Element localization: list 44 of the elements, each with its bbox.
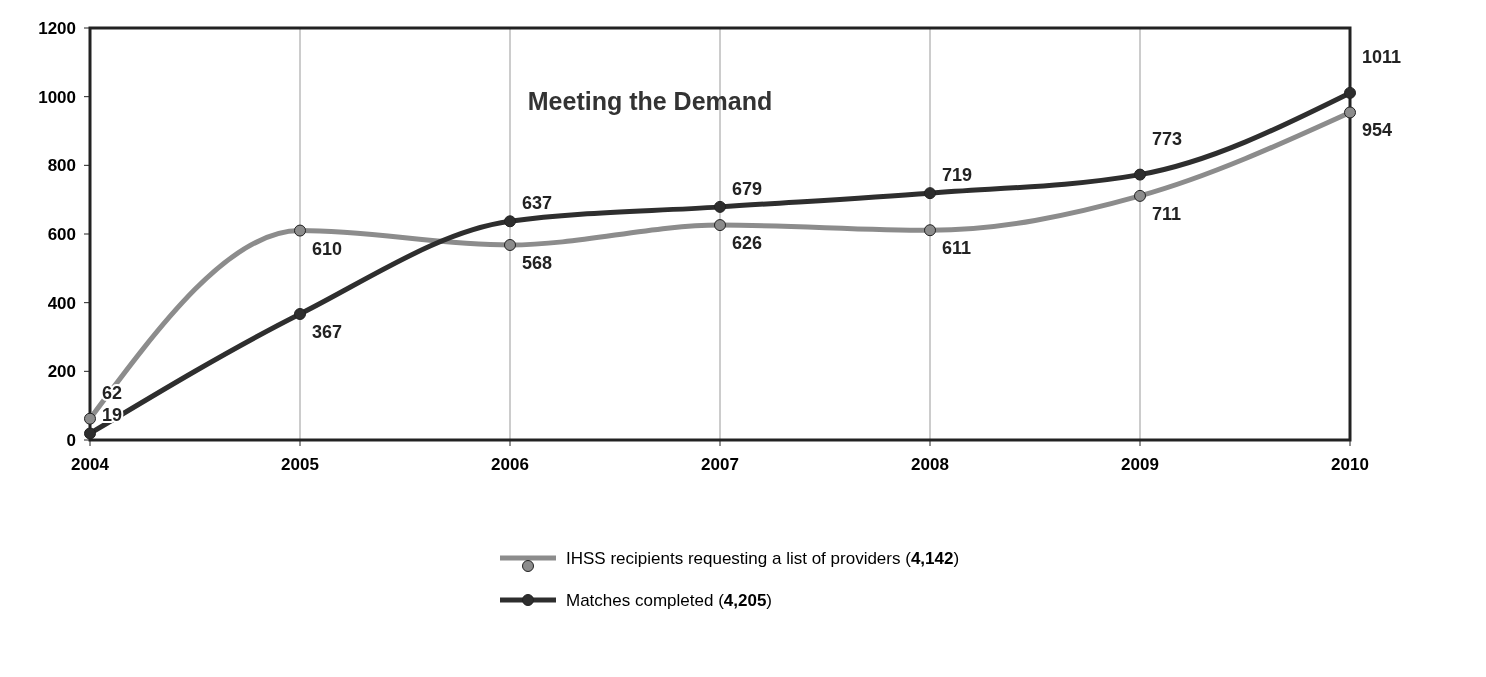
data-label: 367	[312, 322, 343, 342]
point	[294, 224, 306, 237]
data-label: 719	[942, 165, 973, 186]
point	[504, 215, 516, 228]
data-label: 568	[522, 252, 553, 273]
data-label: 610	[312, 238, 343, 259]
x-tick-label: 2009	[1121, 455, 1159, 474]
point	[1344, 86, 1356, 99]
data-label: 954	[1362, 120, 1393, 141]
data-label: 773	[1152, 128, 1183, 149]
x-tick-label: 2010	[1331, 455, 1369, 474]
point	[1134, 168, 1146, 181]
point	[294, 308, 306, 320]
y-tick-label: 0	[66, 430, 76, 450]
point	[84, 412, 96, 425]
data-label: 611	[942, 238, 972, 259]
point	[84, 427, 96, 440]
x-tick-label: 2006	[491, 455, 529, 474]
data-label: 62	[102, 383, 123, 404]
y-tick-label: 1200	[38, 18, 76, 38]
point	[714, 219, 726, 232]
data-label: 1011	[1362, 46, 1402, 67]
y-tick-label: 200	[47, 362, 76, 382]
legend-label: Matches completed (4,205)	[566, 591, 773, 610]
y-tick-label: 400	[47, 293, 76, 313]
y-tick-label: 1000	[38, 87, 76, 107]
x-tick-label: 2007	[701, 455, 739, 474]
point	[924, 187, 936, 200]
text: Meeting the Demand	[527, 87, 773, 115]
y-tick-label: 600	[47, 224, 76, 244]
point	[1344, 106, 1356, 119]
data-label: 711	[1152, 203, 1182, 224]
data-label: 637	[522, 193, 553, 214]
x-tick-label: 2004	[71, 455, 110, 474]
legend-label: IHSS recipients requesting a list of providers (4,142)	[566, 549, 960, 568]
point	[924, 224, 936, 237]
point	[504, 238, 516, 251]
x-tick-label: 2005	[281, 455, 319, 474]
data-label: 626	[732, 233, 763, 254]
x-tick-label: 2008	[911, 455, 949, 474]
y-tick-label: 800	[47, 156, 76, 176]
data-label: 679	[732, 178, 763, 199]
point	[714, 200, 726, 213]
point	[1134, 189, 1146, 202]
